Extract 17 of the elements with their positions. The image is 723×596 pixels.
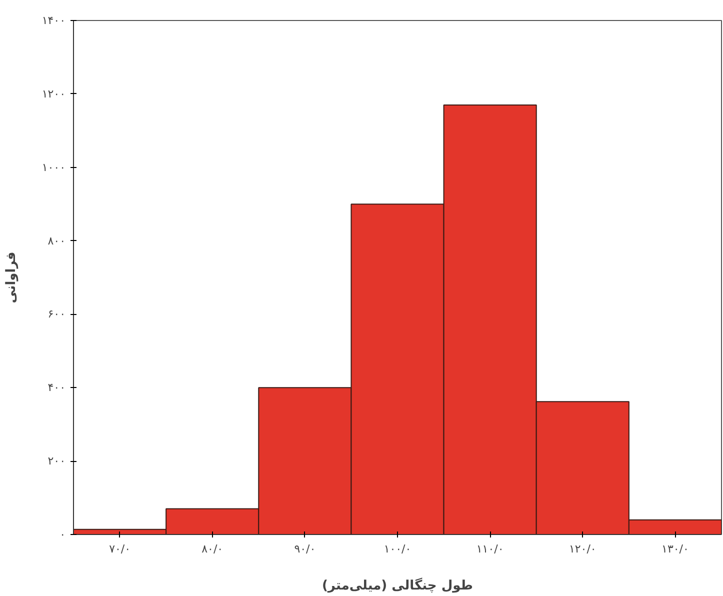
x-tick-label: ۱۲۰/۰ xyxy=(568,542,596,556)
y-axis-title: فراوانی xyxy=(4,252,19,304)
x-tick-label: ۷۰/۰ xyxy=(109,542,131,556)
x-tick-label: ۹۰/۰ xyxy=(294,542,316,556)
y-tick-label: ۰ xyxy=(60,528,66,541)
x-tick-label: ۱۱۰/۰ xyxy=(476,542,504,556)
y-tick-label: ۶۰۰ xyxy=(48,308,66,321)
y-tick-label: ۱۲۰۰ xyxy=(42,87,66,100)
x-axis-title: طول چنگالی (میلی‌متر) xyxy=(322,578,474,594)
y-tick-label: ۸۰۰ xyxy=(48,234,66,248)
y-tick-label: ۲۰۰ xyxy=(48,454,66,468)
y-tick-label: ۱۰۰۰ xyxy=(42,160,66,174)
y-tick-label: ۴۰۰ xyxy=(48,381,66,394)
y-tick-label: ۱۴۰۰ xyxy=(42,14,66,27)
x-tick-label: ۱۰۰/۰ xyxy=(384,542,412,556)
x-tick-label: ۱۳۰/۰ xyxy=(662,542,689,556)
x-tick-label: ۸۰/۰ xyxy=(202,542,224,556)
